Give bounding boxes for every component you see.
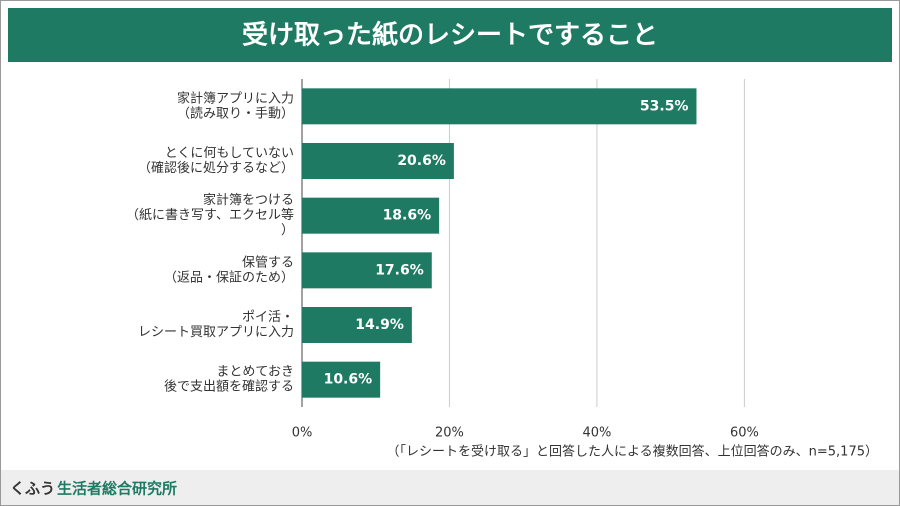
y-tick-label: レシート買取アプリに入力 bbox=[138, 325, 294, 340]
x-tick-label: 40% bbox=[582, 426, 611, 441]
y-tick-label: 家計簿をつける bbox=[203, 192, 294, 208]
value-label: 18.6% bbox=[383, 208, 432, 224]
bar bbox=[302, 307, 412, 343]
note: （「レシートを受け取る」と回答した人による複数回答、上位回答のみ、n=5,175… bbox=[387, 444, 878, 460]
x-tick-label: 60% bbox=[730, 426, 759, 441]
value-label: 20.6% bbox=[397, 153, 446, 169]
y-tick-label: 後で支出額を確認する bbox=[164, 379, 294, 395]
y-tick-label: とくに何もしていない bbox=[165, 145, 294, 161]
y-tick-label: ） bbox=[281, 223, 294, 238]
footer-bar bbox=[1, 470, 899, 505]
value-label: 10.6% bbox=[324, 372, 373, 388]
value-label: 53.5% bbox=[640, 98, 689, 114]
bar bbox=[302, 361, 381, 398]
title-banner bbox=[8, 8, 892, 62]
value-label: 14.9% bbox=[355, 317, 404, 333]
y-tick-label: まとめておき bbox=[216, 365, 294, 380]
bar bbox=[302, 88, 697, 125]
bar bbox=[302, 143, 454, 179]
bar bbox=[302, 197, 440, 234]
y-tick-label: ポイ活・ bbox=[242, 310, 294, 325]
x-tick-label: 20% bbox=[435, 426, 464, 441]
y-tick-label: （確認後に処分するなど） bbox=[138, 160, 294, 176]
y-tick-label: （読み取り・手動） bbox=[177, 105, 294, 121]
y-tick-label: 家計簿アプリに入力 bbox=[177, 90, 294, 106]
y-tick-label: 保管する bbox=[242, 255, 294, 270]
footer-org: 生活者総合研究所 bbox=[57, 480, 177, 498]
chart-title: 受け取った紙のレシートですること bbox=[242, 20, 658, 51]
y-tick-label: （返品・保証のため） bbox=[164, 270, 294, 285]
value-label: 17.6% bbox=[375, 262, 424, 278]
footer-brand: くふう bbox=[10, 480, 55, 498]
x-tick-label: 0% bbox=[292, 426, 313, 441]
bar bbox=[302, 252, 432, 289]
y-tick-label: （紙に書き写す、エクセル等 bbox=[126, 207, 294, 223]
